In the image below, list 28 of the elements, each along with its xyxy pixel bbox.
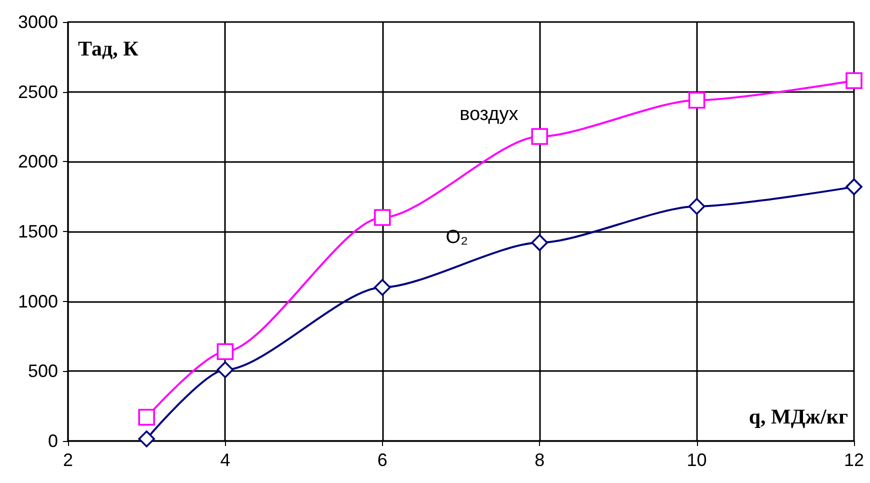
x-tick-label: 4 bbox=[220, 450, 230, 470]
y-tick-label: 2500 bbox=[18, 82, 58, 102]
series-label: воздух bbox=[460, 104, 519, 126]
point bbox=[374, 278, 391, 296]
y-tick-label: 0 bbox=[48, 431, 58, 451]
point bbox=[138, 430, 155, 448]
point bbox=[216, 361, 234, 378]
x-tick-label: 12 bbox=[844, 450, 864, 470]
y-tick-label: 2000 bbox=[18, 152, 58, 172]
point bbox=[531, 234, 548, 252]
y-tick-label: 500 bbox=[28, 361, 58, 382]
x-axis-title: q, МДж/кг bbox=[748, 404, 848, 428]
point bbox=[846, 72, 862, 90]
x-tick-label: 8 bbox=[534, 450, 545, 470]
point bbox=[688, 198, 706, 215]
point bbox=[374, 209, 391, 226]
y-axis-title: Тад, К bbox=[78, 36, 140, 60]
point bbox=[138, 408, 155, 426]
point bbox=[688, 92, 706, 109]
y-tick-label: 1000 bbox=[18, 291, 58, 312]
x-tick-label: 10 bbox=[686, 450, 707, 470]
x-tick-label: 6 bbox=[377, 450, 388, 470]
point bbox=[216, 343, 234, 360]
point bbox=[531, 128, 548, 145]
point bbox=[846, 178, 862, 196]
y-tick-label: 3000 bbox=[18, 12, 58, 32]
x-tick-label: 2 bbox=[62, 450, 74, 470]
y-tick-label: 1500 bbox=[18, 222, 58, 242]
